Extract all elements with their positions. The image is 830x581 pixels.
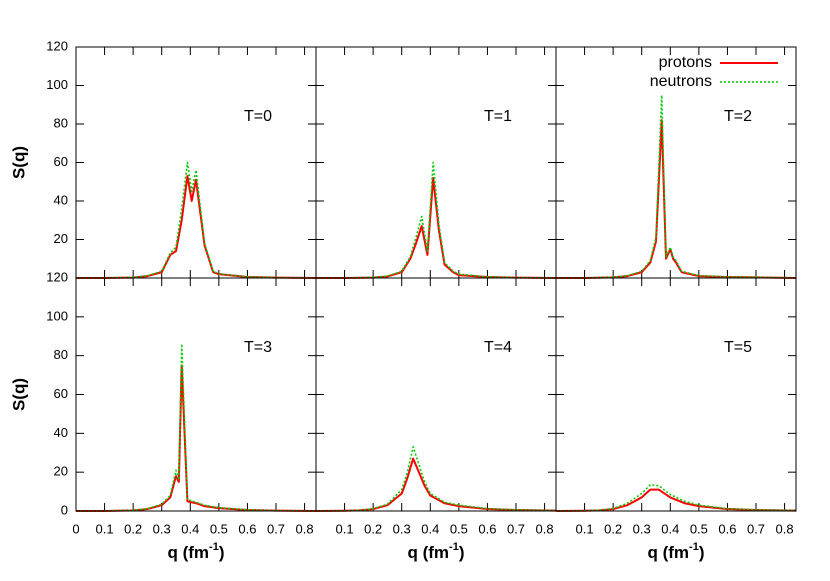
annotation: T=3 xyxy=(244,339,272,356)
y-tick-label: 40 xyxy=(54,425,68,440)
x-axis-label: q (fm-1) xyxy=(408,541,465,563)
y-tick-label: 120 xyxy=(46,269,68,284)
data-line xyxy=(556,94,797,279)
x-tick-label: 0.3 xyxy=(393,521,411,536)
data-line xyxy=(316,161,557,279)
x-tick-label: 0.4 xyxy=(661,521,679,536)
x-axis-label-part: ) xyxy=(219,543,225,562)
x-axis-label-part: ) xyxy=(699,543,705,562)
data-line xyxy=(555,483,797,512)
data-line xyxy=(76,161,317,279)
data-line xyxy=(555,488,797,512)
annotation: T=4 xyxy=(484,339,512,356)
y-tick-label: 60 xyxy=(54,154,68,169)
x-tick-label: 0.8 xyxy=(776,521,794,536)
plot-frame xyxy=(315,46,557,279)
data-line xyxy=(76,174,317,279)
annotation: T=2 xyxy=(724,108,752,125)
x-tick-label: 0.5 xyxy=(210,521,228,536)
x-tick-label: 0.7 xyxy=(747,521,765,536)
x-tick-label: 0.8 xyxy=(536,521,554,536)
x-axis-label-sup: -1 xyxy=(449,541,459,553)
x-axis-label-part: q (fm xyxy=(168,543,210,562)
x-tick-label: 0.1 xyxy=(336,521,354,536)
x-tick-label: 0.1 xyxy=(96,521,114,536)
plot-frame xyxy=(75,46,317,279)
x-axis-label-sup: -1 xyxy=(209,541,219,553)
data-line xyxy=(556,119,797,279)
x-axis-label: q (fm-1) xyxy=(648,541,705,563)
y-axis-label: S(q) xyxy=(9,378,28,411)
y-tick-label: 120 xyxy=(46,38,68,53)
annotation: T=5 xyxy=(724,339,752,356)
data-line xyxy=(316,176,557,279)
x-tick-label: 0 xyxy=(72,521,79,536)
x-tick-label: 0.6 xyxy=(478,521,496,536)
data-line xyxy=(315,446,557,512)
x-tick-label: 0.1 xyxy=(576,521,594,536)
annotation: T=0 xyxy=(244,108,272,125)
x-tick-label: 0.5 xyxy=(450,521,468,536)
x-tick-label: 0.2 xyxy=(124,521,142,536)
data-line xyxy=(76,343,317,512)
y-tick-label: 80 xyxy=(54,347,68,362)
data-line xyxy=(315,457,557,512)
x-tick-label: 0.2 xyxy=(364,521,382,536)
x-tick-label: 0.7 xyxy=(267,521,285,536)
x-axis-label: q (fm-1) xyxy=(168,541,225,563)
x-axis-label-part: q (fm xyxy=(408,543,450,562)
y-axis-label: S(q) xyxy=(9,146,28,179)
y-tick-label: 0 xyxy=(61,502,68,517)
plot-frame xyxy=(315,277,557,512)
y-tick-label: 100 xyxy=(46,77,68,92)
x-axis-label-part: ) xyxy=(459,543,465,562)
plot-frame xyxy=(75,277,317,512)
plot-frame xyxy=(555,277,797,512)
y-tick-label: 20 xyxy=(54,464,68,479)
x-tick-label: 0.6 xyxy=(718,521,736,536)
x-axis-label-sup: -1 xyxy=(689,541,699,553)
y-tick-label: 20 xyxy=(54,231,68,246)
data-line xyxy=(76,364,317,512)
x-tick-label: 0.8 xyxy=(296,521,314,536)
x-tick-label: 0.3 xyxy=(153,521,171,536)
legend-label: protons xyxy=(659,54,712,71)
x-tick-label: 0.2 xyxy=(604,521,622,536)
y-tick-label: 40 xyxy=(54,192,68,207)
y-tick-label: 60 xyxy=(54,386,68,401)
y-tick-label: 100 xyxy=(46,308,68,323)
y-tick-label: 80 xyxy=(54,115,68,130)
x-axis-label-part: q (fm xyxy=(648,543,690,562)
x-tick-label: 0.4 xyxy=(421,521,439,536)
x-tick-label: 0.7 xyxy=(507,521,525,536)
annotation: T=1 xyxy=(484,108,512,125)
x-tick-label: 0.6 xyxy=(238,521,256,536)
legend-label: neutrons xyxy=(650,73,712,90)
x-tick-label: 0.3 xyxy=(633,521,651,536)
x-tick-label: 0.4 xyxy=(181,521,199,536)
x-tick-label: 0.5 xyxy=(690,521,708,536)
